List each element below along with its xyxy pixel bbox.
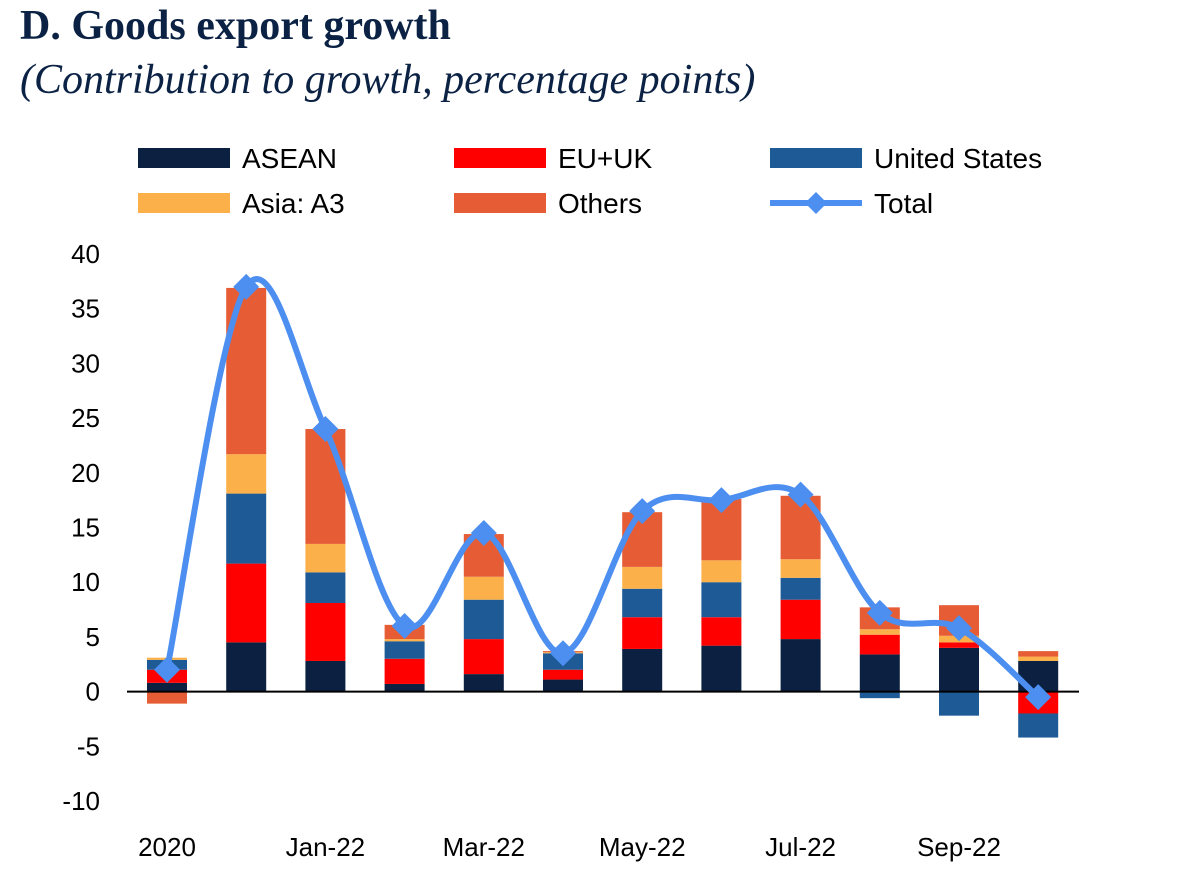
y-tick-label: 10 (71, 567, 100, 597)
x-tick-label: Jan-22 (286, 832, 366, 862)
bar-asia-a3-jul-22 (780, 559, 821, 578)
bar-asean-aug-22 (859, 654, 900, 692)
legend-label-total: Total (874, 188, 933, 219)
bar-eu-uk-dec-21 (226, 563, 267, 643)
total-line (164, 276, 1041, 700)
bar-united-states-dec-21 (226, 493, 267, 564)
bar-united-states-aug-22 (859, 691, 900, 699)
x-tick-label: Jul-22 (765, 832, 836, 862)
chart-title: D. Goods export growth (20, 3, 451, 49)
bar-united-states-mar-22 (463, 599, 504, 640)
total-marker-mar-22 (470, 519, 497, 546)
bar-united-states-feb-22 (384, 641, 425, 659)
total-marker-dec-21 (233, 273, 260, 300)
y-tick-label: 5 (86, 622, 100, 652)
bar-asean-jul-22 (780, 639, 821, 692)
legend-label-asean: ASEAN (242, 143, 337, 174)
y-tick-label: -10 (62, 786, 100, 816)
bar-asean-feb-22 (384, 683, 425, 692)
bar-eu-uk-aug-22 (859, 634, 900, 655)
total-marker-may-22 (629, 498, 656, 525)
bar-asean-may-22 (622, 648, 663, 692)
y-tick-label: 25 (71, 403, 100, 433)
total-marker-apr-22 (550, 640, 576, 667)
y-tick-label: -5 (77, 731, 100, 761)
chart-subtitle: (Contribution to growth, percentage poin… (20, 57, 756, 103)
bar-asean-jun-22 (701, 645, 742, 692)
legend-marker-total (805, 192, 827, 214)
bar-asean-apr-22 (543, 679, 583, 692)
y-tick-label: 35 (71, 294, 100, 324)
bar-others-oct-22 (1018, 651, 1059, 657)
bar-asean-2020 (147, 682, 187, 692)
total-marker-feb-22 (391, 612, 418, 639)
total-marker-oct-22 (1025, 684, 1052, 711)
bar-others-jan-22 (305, 429, 346, 544)
legend-swatch-others (454, 193, 546, 213)
bar-others-dec-21 (226, 287, 267, 455)
legend-label-others: Others (558, 188, 642, 219)
y-tick-label: 15 (71, 513, 100, 543)
legend-label-united-states: United States (874, 143, 1042, 174)
y-tick-label: 40 (71, 239, 100, 269)
y-tick-label: 20 (71, 458, 100, 488)
bar-asia-a3-may-22 (622, 566, 663, 589)
bar-eu-uk-sep-22 (939, 642, 979, 648)
bar-others-2020 (147, 691, 187, 704)
x-tick-label: Sep-22 (917, 832, 1001, 862)
x-tick-label: 2020 (138, 832, 196, 862)
total-marker-jan-22 (312, 416, 339, 443)
y-tick-label: 0 (86, 677, 100, 707)
legend-label-eu-uk: EU+UK (558, 143, 652, 174)
legend-swatch-asean (138, 148, 230, 168)
bar-eu-uk-apr-22 (543, 669, 583, 680)
bar-eu-uk-jul-22 (780, 599, 821, 640)
bar-asia-a3-jan-22 (305, 543, 346, 573)
bar-asia-a3-jun-22 (701, 560, 742, 583)
bar-eu-uk-jun-22 (701, 617, 742, 646)
bar-asia-a3-oct-22 (1018, 656, 1059, 661)
x-tick-label: May-22 (599, 832, 686, 862)
legend-swatch-united-states (770, 148, 862, 168)
bar-asia-a3-mar-22 (463, 576, 504, 600)
bar-eu-uk-may-22 (622, 617, 663, 649)
bar-asia-a3-feb-22 (384, 639, 425, 642)
bar-eu-uk-feb-22 (384, 658, 425, 684)
legend-label-asia-a3: Asia: A3 (242, 188, 345, 219)
bar-asean-sep-22 (939, 647, 979, 692)
total-marker-jul-22 (787, 481, 814, 508)
bar-united-states-jul-22 (780, 577, 821, 600)
bar-asia-a3-aug-22 (859, 629, 900, 635)
bar-asean-jan-22 (305, 660, 346, 692)
bar-asean-mar-22 (463, 674, 504, 692)
bar-eu-uk-mar-22 (463, 639, 504, 675)
total-marker-2020 (154, 656, 180, 683)
x-tick-label: Mar-22 (443, 832, 525, 862)
bar-united-states-jun-22 (701, 582, 742, 618)
legend-swatch-eu-uk (454, 148, 546, 168)
total-marker-aug-22 (866, 599, 893, 626)
bar-united-states-may-22 (622, 588, 663, 618)
total-marker-sep-22 (946, 615, 972, 642)
bar-united-states-jan-22 (305, 572, 346, 603)
total-marker-jun-22 (708, 487, 735, 514)
bar-asia-a3-dec-21 (226, 454, 267, 494)
bar-united-states-sep-22 (939, 691, 979, 716)
bar-eu-uk-jan-22 (305, 602, 346, 661)
legend-swatch-asia-a3 (138, 193, 230, 213)
bar-asean-dec-21 (226, 642, 267, 692)
bar-united-states-oct-22 (1018, 713, 1059, 738)
y-tick-label: 30 (71, 348, 100, 378)
